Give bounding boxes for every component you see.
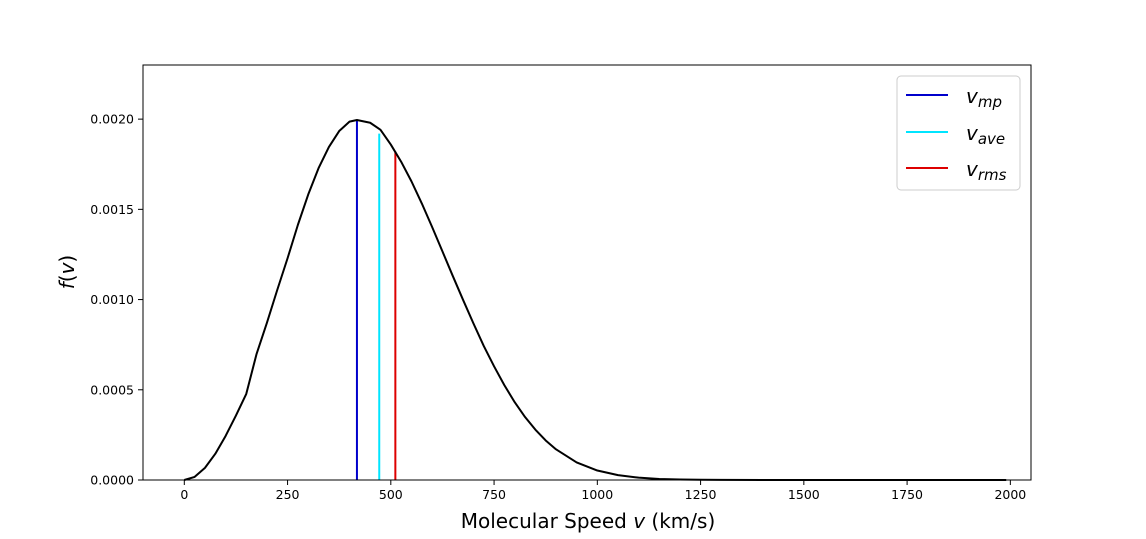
legend-box [896, 75, 1021, 191]
legend-label-vrms: vrms [966, 157, 1007, 184]
x-tick-label: 1500 [788, 487, 820, 502]
y-tick-label: 0.0015 [90, 202, 134, 217]
x-tick-label: 250 [276, 487, 300, 502]
x-tick-label: 750 [482, 487, 506, 502]
y-tick-label: 0.0010 [90, 292, 134, 307]
y-axis-ticks: 0.0000 0.0005 0.0010 0.0015 0.0020 [90, 112, 143, 488]
x-axis-ticks: 0 250 500 750 1000 1250 1500 1750 2000 [180, 480, 1026, 502]
x-tick-label: 0 [180, 487, 188, 502]
y-axis-label: f(v) [55, 255, 79, 290]
legend-entry-vave: vave [906, 121, 1005, 148]
x-tick-label: 500 [379, 487, 403, 502]
plot-frame [142, 64, 1032, 481]
x-tick-label: 1250 [685, 487, 717, 502]
legend-entry-vmp: vmp [906, 84, 1002, 111]
y-tick-label: 0.0005 [90, 382, 134, 397]
y-tick-label: 0.0000 [90, 473, 134, 488]
legend-label-vave: vave [966, 121, 1005, 148]
legend-label-vmp: vmp [966, 84, 1002, 111]
x-tick-label: 1000 [581, 487, 613, 502]
x-tick-label: 2000 [994, 487, 1026, 502]
plot-area [142, 64, 1032, 481]
x-tick-label: 1750 [891, 487, 923, 502]
legend-entry-vrms: vrms [906, 157, 1007, 184]
x-axis-label: Molecular Speed v (km/s) [461, 509, 716, 533]
y-tick-label: 0.0020 [90, 112, 134, 127]
legend: vmp vave vrms [896, 75, 1021, 191]
